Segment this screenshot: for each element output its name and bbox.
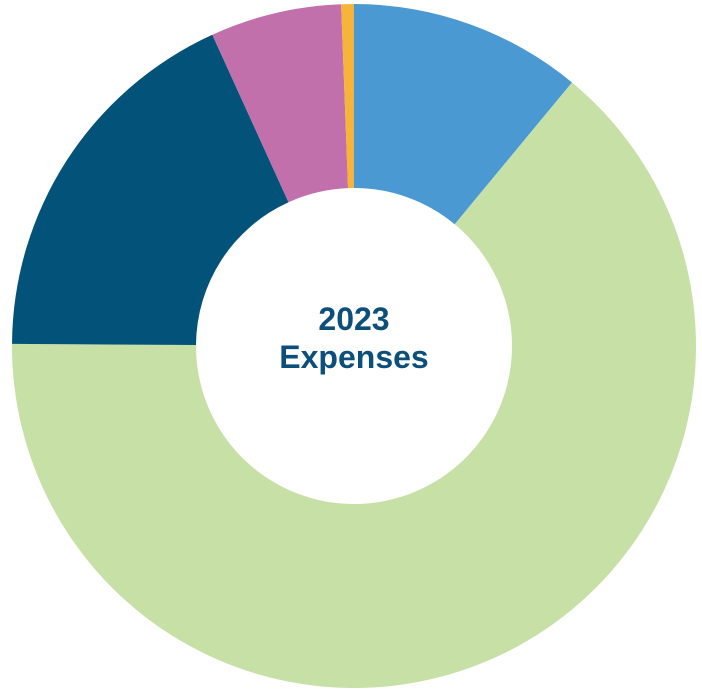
chart-title-label: Expenses xyxy=(279,339,429,375)
chart-center-title: 2023 Expenses xyxy=(204,300,504,376)
donut-slice-1 xyxy=(354,4,572,225)
donut-slice-3 xyxy=(12,34,289,346)
donut-slices xyxy=(12,4,696,688)
donut-slice-4 xyxy=(212,4,349,203)
chart-title-year: 2023 xyxy=(318,301,390,337)
donut-slice-5 xyxy=(341,4,354,189)
donut-slice-2 xyxy=(12,82,696,688)
